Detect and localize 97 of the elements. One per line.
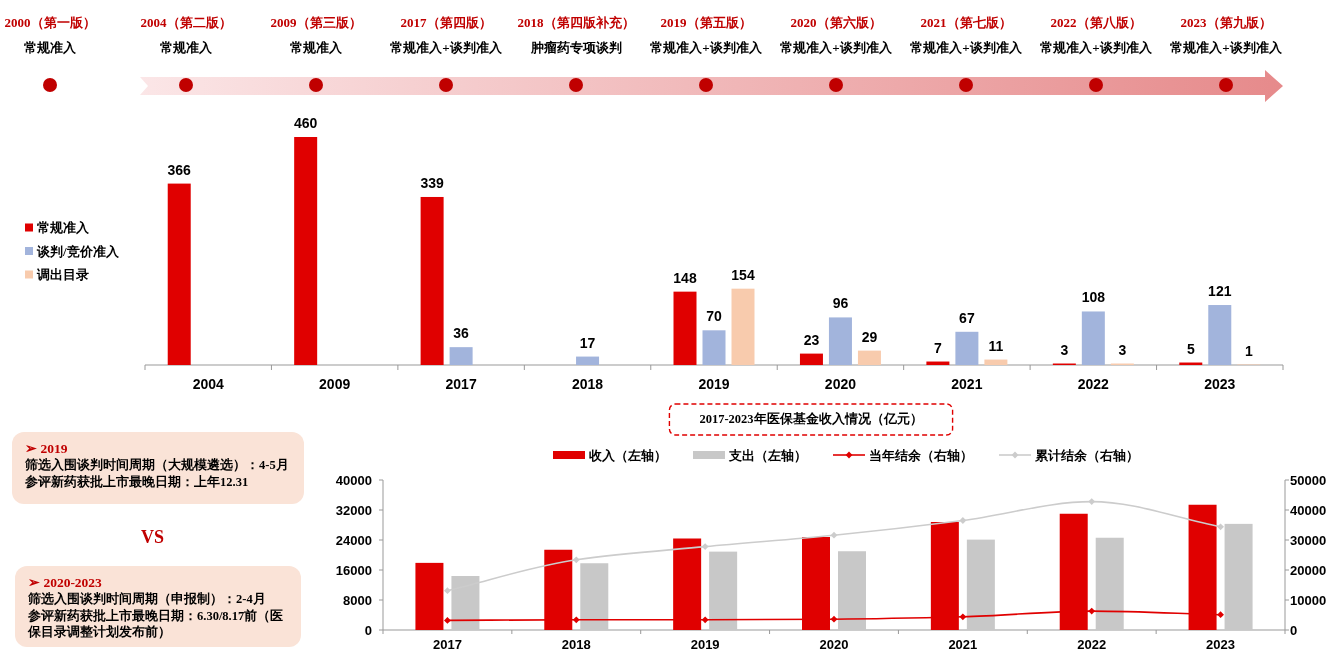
point (701, 616, 709, 624)
point (572, 616, 580, 624)
data-label: 3 (1060, 341, 1069, 358)
x-tick-label: 2020 (824, 376, 857, 392)
text: 筛选入围谈判时间周期（申报制）：2-4月 (28, 591, 267, 608)
category-label: 2019（第五版） (660, 15, 752, 30)
text: VS (140, 526, 165, 549)
x-tick-label: 2019 (690, 637, 720, 652)
text: 常规准入 (160, 40, 213, 55)
legend-label: 累计结余（右轴） (1034, 448, 1139, 463)
text: ➢ 2020-2023 (28, 574, 103, 591)
y-tick-label: 16000 (335, 562, 372, 578)
text: 肿瘤药专项谈判 (529, 40, 622, 55)
text: 常规准入 (24, 40, 77, 55)
category-label: 2022（第八版） (1050, 15, 1142, 30)
data-label: 70 (706, 308, 722, 325)
data-label: 7 (933, 339, 942, 356)
x-tick-label: 2018 (571, 376, 604, 392)
data-label: 339 (420, 174, 444, 191)
category-label: 2009（第三版） (270, 15, 362, 30)
point (959, 613, 967, 621)
data-label: 3 (1118, 341, 1127, 358)
point (1088, 607, 1096, 615)
data-label: 96 (832, 295, 849, 312)
y-tick-label: 8000 (343, 592, 372, 608)
data-label: 154 (731, 266, 755, 283)
text: 常规准入+谈判准入 (780, 40, 893, 55)
text: 筛选入围谈判时间周期（大规模遴选）：4-5月 (25, 457, 290, 474)
point (1217, 611, 1224, 619)
point (959, 517, 967, 524)
point (444, 617, 451, 624)
category-label: 2000（第一版） (4, 15, 96, 30)
data-label: 5 (1186, 340, 1195, 357)
y-tick-label: 40000 (335, 472, 372, 488)
legend-label: 支出（左轴） (728, 448, 807, 463)
legend-label: 收入（左轴） (589, 447, 667, 463)
category-label: 2018（第四版补充） (517, 15, 635, 30)
text: 常规准入+谈判准入 (650, 40, 763, 55)
point (444, 587, 451, 595)
data-label: 1 (1244, 342, 1253, 359)
point (830, 615, 838, 623)
data-label: 366 (167, 161, 192, 178)
x-tick-label: 2021 (951, 376, 983, 392)
data-label: 67 (959, 309, 975, 326)
point (830, 531, 838, 539)
data-label: 17 (579, 334, 596, 351)
point (1217, 523, 1224, 531)
y2-tick-label: 30000 (1290, 532, 1327, 548)
text: 参评新药获批上市最晚日期：上年12.31 (25, 473, 250, 490)
x-tick-label: 2009 (319, 376, 351, 392)
text: 参评新药获批上市最晚日期：6.30/8.17前（医保目录调整计划发布前） (28, 607, 285, 641)
title: 2017-2023年医保基金收入情况（亿元） (699, 412, 923, 426)
text: 常规准入 (290, 40, 343, 55)
y2-tick-label: 0 (1290, 622, 1298, 638)
point (572, 556, 580, 564)
x-tick-label: 2019 (698, 376, 730, 392)
y-tick-label: 0 (364, 622, 372, 638)
x-tick-label: 2021 (948, 637, 978, 652)
data-label: 121 (1208, 283, 1232, 300)
x-tick-label: 2017 (445, 376, 477, 392)
category-label: 2021（第七版） (920, 15, 1012, 30)
data-label: 29 (861, 328, 878, 345)
text: 常规准入+谈判准入 (1040, 40, 1153, 55)
x-tick-label: 2022 (1077, 376, 1110, 392)
y-tick-label: 24000 (335, 532, 372, 548)
legend-label: 常规准入 (37, 220, 90, 235)
data-label: 460 (293, 115, 318, 131)
x-tick-label: 2017 (432, 637, 462, 652)
x-tick-label: 2004 (192, 376, 224, 392)
data-label: 11 (988, 337, 1004, 354)
y2-tick-label: 50000 (1290, 472, 1327, 488)
category-label: 2023（第九版） (1180, 15, 1272, 30)
data-label: 36 (453, 325, 470, 342)
text: 常规准入+谈判准入 (390, 40, 503, 55)
point (1088, 498, 1096, 505)
y2-tick-label: 10000 (1290, 592, 1327, 608)
text: 常规准入+谈判准入 (1170, 40, 1283, 55)
data-label: 23 (803, 331, 820, 348)
data-label: 108 (1081, 289, 1106, 306)
x-tick-label: 2020 (819, 637, 849, 652)
x-tick-label: 2023 (1204, 376, 1236, 392)
category-label: 2020（第六版） (790, 15, 882, 30)
x-tick-label: 2018 (561, 637, 591, 652)
point (701, 543, 709, 550)
y2-tick-label: 20000 (1290, 562, 1327, 578)
category-label: 2004（第二版） (140, 15, 232, 30)
y-tick-label: 32000 (335, 502, 372, 518)
legend-label: 调出目录 (36, 267, 89, 282)
legend-label: 谈判/竞价准入 (36, 243, 120, 259)
legend-label: 当年结余（右轴） (869, 448, 973, 463)
text: 常规准入+谈判准入 (910, 40, 1023, 55)
x-tick-label: 2023 (1206, 637, 1236, 652)
data-label: 148 (673, 269, 697, 286)
y2-tick-label: 40000 (1290, 502, 1327, 518)
text: ➢ 2019 (25, 440, 69, 457)
x-tick-label: 2022 (1077, 637, 1107, 652)
category-label: 2017（第四版） (400, 15, 492, 30)
